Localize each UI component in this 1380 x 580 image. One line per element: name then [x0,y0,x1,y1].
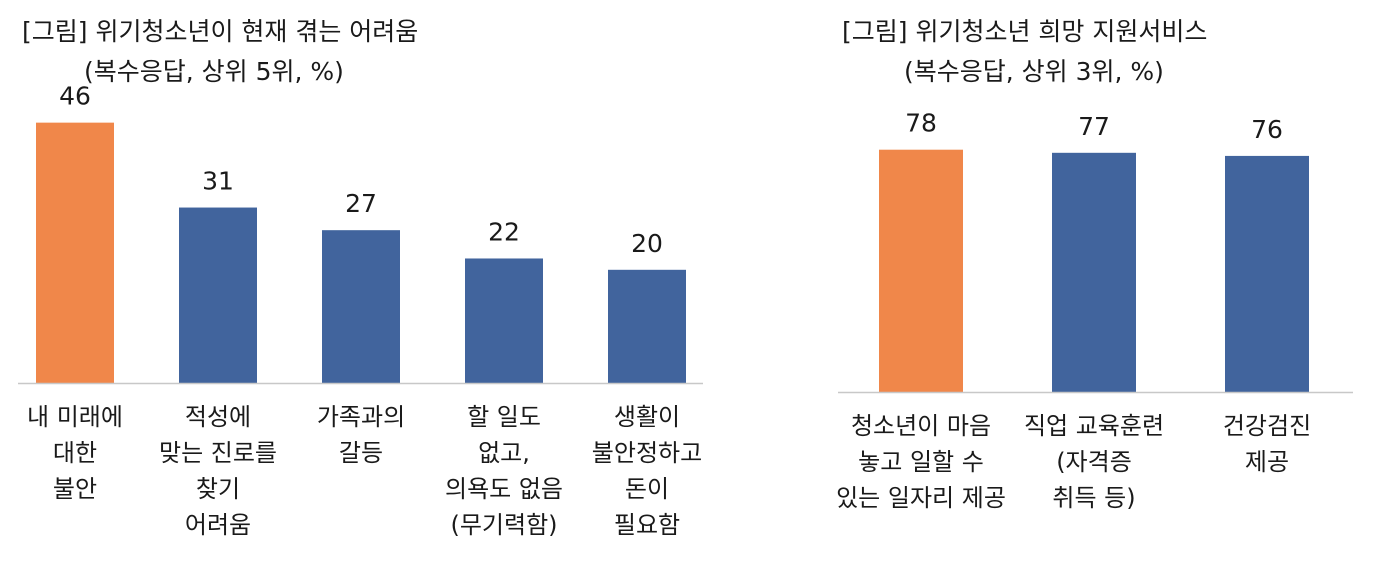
bar-2 [1225,155,1309,392]
category-label-1: 적성에 맞는 진로를 찾기 어려움 [159,403,277,539]
data-label-2: 76 [1251,115,1283,144]
bar-0 [36,122,114,383]
data-label-3: 22 [488,217,520,246]
chart-title: [그림] 위기청소년 희망 지원서비스 [842,17,1208,46]
category-label-4: 생활이 불안정하고 돈이 필요함 [592,403,702,539]
bar-3 [465,258,543,383]
data-label-0: 46 [59,82,91,111]
data-label-1: 77 [1078,112,1110,141]
data-label-0: 78 [905,109,937,138]
chart-subtitle: (복수응답, 상위 3위, %) [904,57,1164,86]
bar-1 [1052,152,1136,392]
chart-title: [그림] 위기청소년이 현재 겪는 어려움 [22,17,419,46]
category-label-0: 청소년이 마음 놓고 일할 수 있는 일자리 제공 [836,412,1006,512]
bar-chart-plot: 78 청소년이 마음 놓고 일할 수 있는 일자리 제공 77 직업 교육훈련 (자격증 취득… [836,109,1353,512]
chart-subtitle: (복수응답, 상위 5위, %) [84,57,344,86]
chart-panel-desired-services: [그림] 위기청소년 희망 지원서비스 (복수응답, 상위 3위, %) 78 청… [820,0,1380,580]
bar-0 [879,149,963,392]
bar-4 [608,269,686,383]
bar-1 [179,207,257,383]
bar-chart-plot: 46 내 미래에 대한 불안 31 적성에 맞는 진로를 찾기 어려움 27 가족과의 갈등 22 할 일… [18,82,703,539]
category-label-3: 할 일도 없고, 의욕도 없음 (무기력함) [445,403,563,539]
chart-panel-current-difficulties: [그림] 위기청소년이 현재 겪는 어려움 (복수응답, 상위 5위, %) 4… [18,17,703,539]
category-label-0: 내 미래에 대한 불안 [27,403,123,503]
category-label-2: 건강검진 제공 [1223,412,1311,476]
data-label-4: 20 [631,229,663,258]
data-label-1: 31 [202,167,234,196]
data-label-2: 27 [345,189,377,218]
bar-2 [322,230,400,383]
category-label-1: 직업 교육훈련 (자격증 취득 등) [1024,412,1164,512]
category-label-2: 가족과의 갈등 [317,403,405,467]
